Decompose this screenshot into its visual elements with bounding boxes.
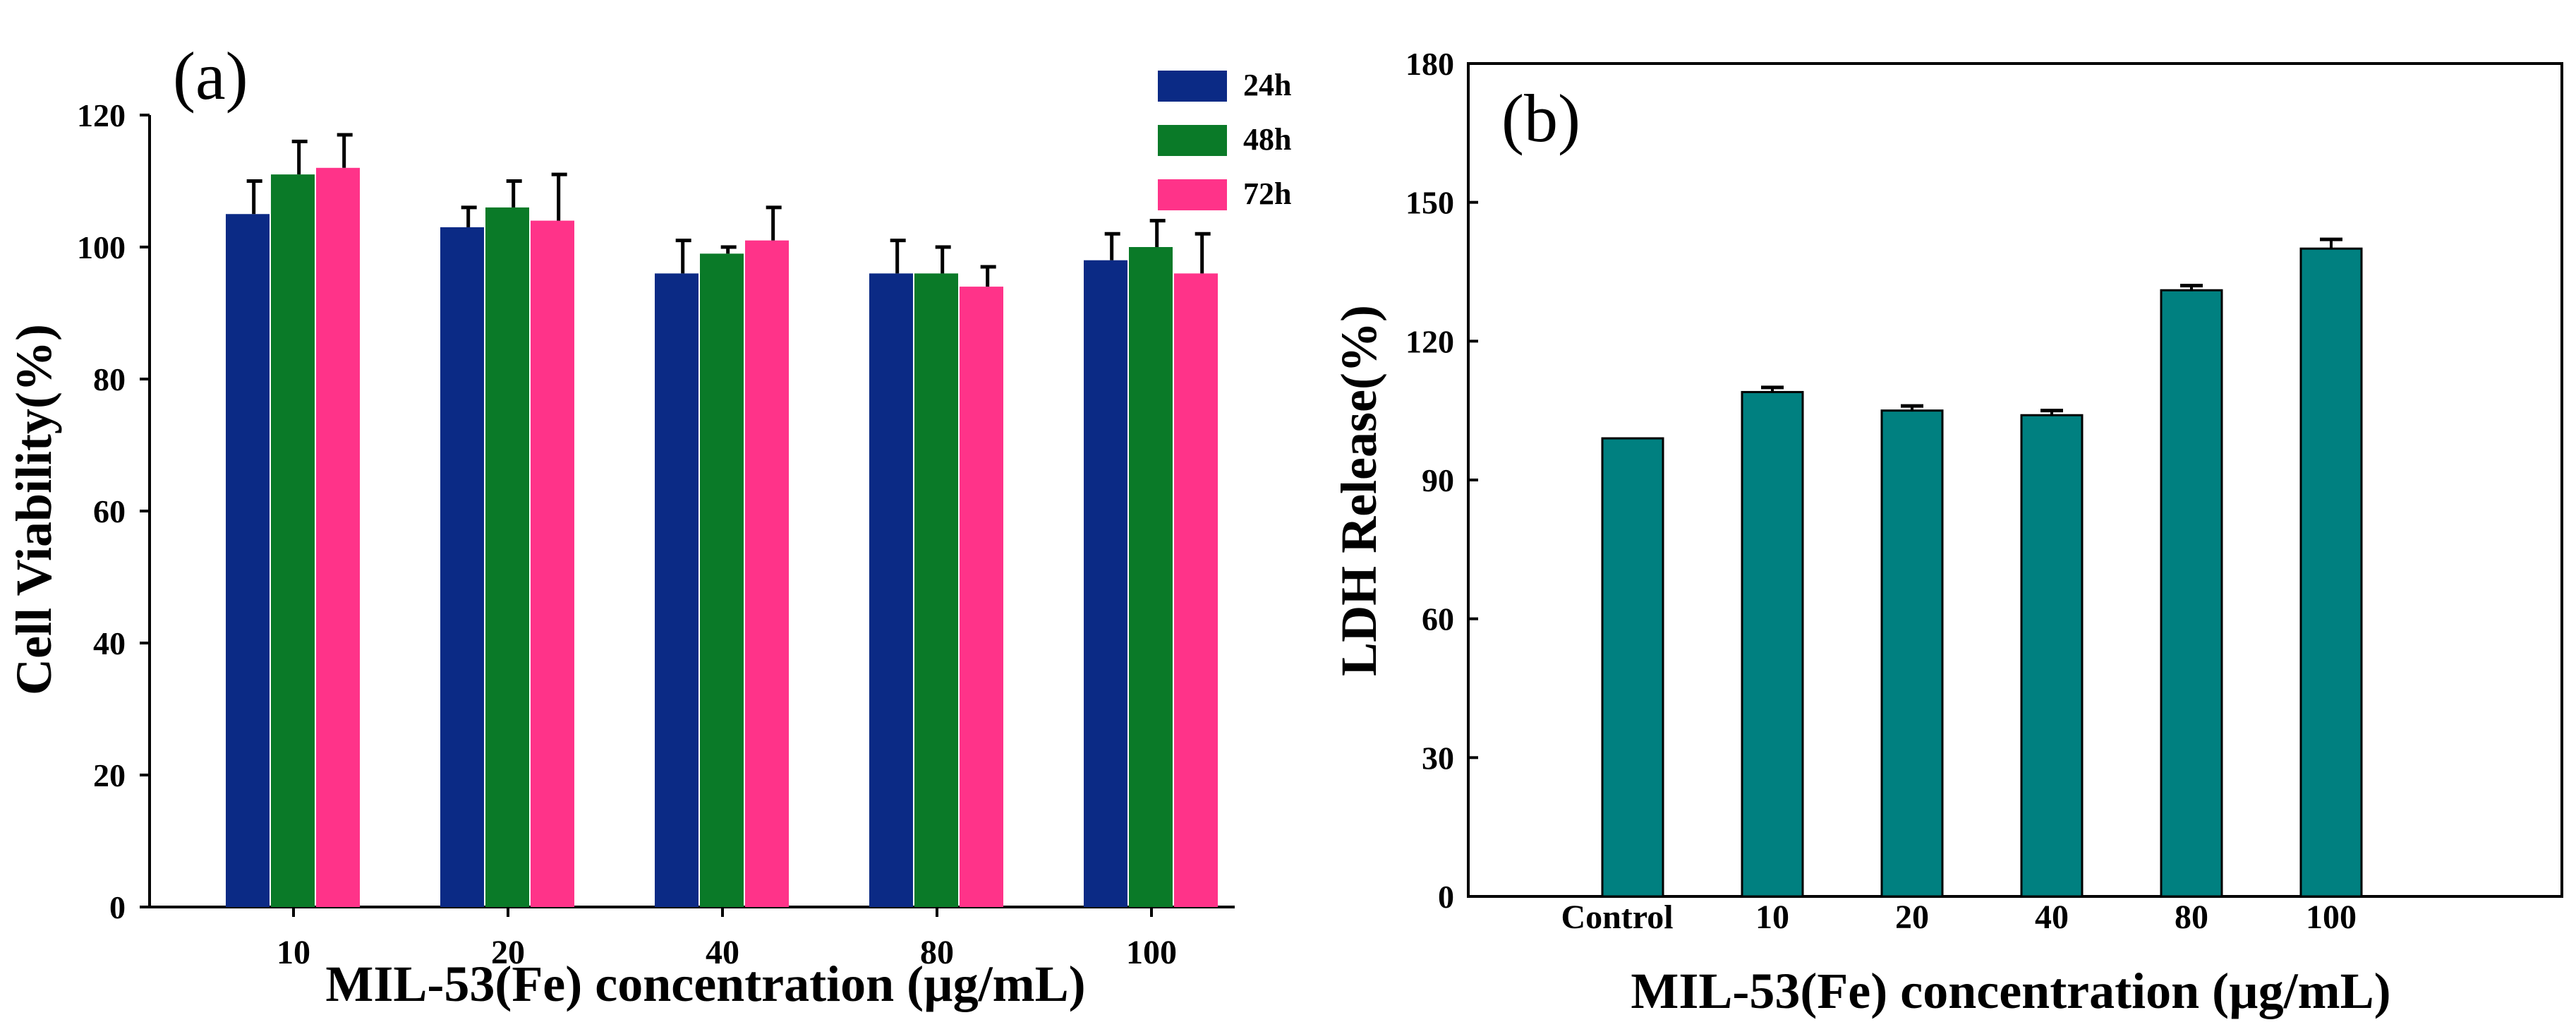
panel-a-chart: (a) 0 20 40 60 80 100 120 10 20 40 80 100 24h 48h 72…	[6, 38, 1291, 1012]
x-tick-label: 40	[706, 934, 739, 971]
bar-24h-100	[1084, 260, 1127, 907]
bar-48h-80	[914, 273, 958, 907]
legend-swatch-48h	[1158, 125, 1227, 156]
bar-72h-20	[531, 220, 574, 908]
y-tick-label: 80	[93, 361, 126, 397]
x-tick-label: 100	[1126, 934, 1177, 971]
bar-24h-40	[655, 273, 699, 907]
y-tick-label: 100	[77, 229, 126, 265]
y-tick-label: 60	[93, 493, 126, 529]
y-tick-label: 40	[93, 625, 126, 661]
bar-ldh-10	[1741, 390, 1804, 898]
legend-swatch-72h	[1158, 179, 1227, 210]
y-tick-label: 30	[1422, 740, 1454, 776]
y-tick-label: 0	[1438, 879, 1454, 915]
x-tick-label: 100	[2306, 899, 2357, 936]
x-tick-label: 10	[1755, 899, 1789, 936]
bar-ldh-20	[1880, 409, 1944, 898]
y-tick-label: 90	[1422, 462, 1454, 498]
panel-b-label: (b)	[1501, 80, 1580, 156]
legend-swatch-24h	[1158, 71, 1227, 102]
panel-a-y-axis-title: Cell Viability(%)	[6, 324, 62, 695]
panel-b-x-axis-title: MIL-53(Fe) concentration (µg/mL)	[1631, 963, 2390, 1019]
bar-ldh-Control	[1601, 437, 1664, 898]
bar-ldh-100	[2299, 247, 2363, 898]
x-tick-label: 80	[920, 934, 954, 971]
panel-b-y-axis-title: LDH Release(%)	[1331, 305, 1387, 676]
legend-label-48h: 48h	[1243, 122, 1291, 157]
bar-ldh-40	[2020, 414, 2084, 898]
y-tick-label: 120	[77, 97, 126, 133]
x-tick-label: Control	[1561, 899, 1673, 936]
bar-24h-10	[226, 214, 270, 907]
bar-48h-10	[271, 174, 315, 907]
y-tick-label: 20	[93, 757, 126, 793]
x-tick-label: 20	[491, 934, 525, 971]
bar-48h-100	[1129, 247, 1173, 907]
bar-24h-20	[440, 227, 484, 907]
y-tick-label: 120	[1405, 323, 1454, 359]
bar-48h-40	[700, 253, 744, 908]
legend-label-72h: 72h	[1243, 176, 1291, 211]
y-tick-label: 150	[1405, 185, 1454, 221]
panel-a-label: (a)	[173, 38, 248, 114]
x-tick-label: 40	[2035, 899, 2069, 936]
bar-72h-10	[316, 167, 360, 907]
x-tick-label: 20	[1895, 899, 1929, 936]
bar-48h-20	[485, 207, 529, 907]
y-tick-label: 0	[109, 889, 126, 925]
x-tick-label: 10	[277, 934, 310, 971]
legend-label-24h: 24h	[1243, 68, 1291, 102]
y-tick-label: 60	[1422, 601, 1454, 637]
bar-72h-100	[1174, 273, 1218, 907]
bar-72h-40	[745, 240, 789, 907]
bar-ldh-80	[2160, 289, 2223, 898]
x-tick-label: 80	[2175, 899, 2208, 936]
panel-a-x-axis-title: MIL-53(Fe) concentration (µg/mL)	[325, 956, 1085, 1012]
bar-72h-80	[960, 287, 1003, 908]
bar-24h-80	[869, 273, 913, 907]
y-tick-label: 180	[1405, 46, 1454, 82]
legend: 24h 48h 72h	[1158, 68, 1291, 211]
